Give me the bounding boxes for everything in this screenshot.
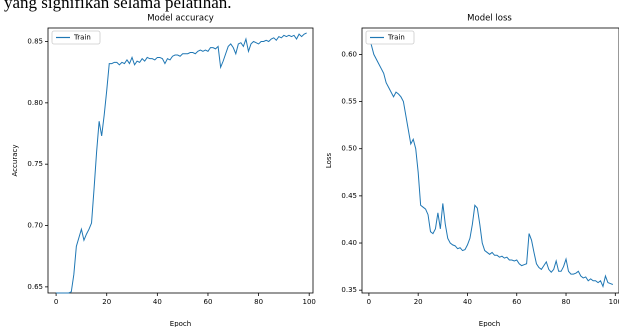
data-line: [368, 38, 614, 288]
x-tick-label: 80: [254, 298, 263, 306]
chart-title: Model accuracy: [147, 14, 214, 24]
y-tick-label: 0.35: [341, 286, 357, 294]
x-tick-label: 20: [102, 298, 111, 306]
body-text: yang signifikan selama pelatihan.: [4, 0, 232, 12]
y-axis-label: Loss: [325, 152, 333, 168]
y-tick-label: 0.75: [27, 160, 43, 168]
x-axis-label: Epoch: [479, 320, 500, 327]
x-tick-label: 0: [54, 298, 58, 306]
plot-frame: [361, 27, 619, 294]
y-tick-label: 0.55: [341, 98, 357, 106]
y-tick-label: 0.45: [341, 192, 357, 200]
legend-box: [365, 30, 415, 45]
y-tick-label: 0.85: [27, 37, 43, 45]
y-tick-label: 0.80: [27, 99, 43, 107]
y-axis-label: Accuracy: [11, 145, 19, 177]
x-tick-label: 80: [562, 298, 571, 306]
x-tick-label: 100: [609, 298, 619, 306]
x-tick-label: 60: [204, 298, 213, 306]
x-tick-label: 0: [367, 298, 371, 306]
x-tick-label: 60: [512, 298, 521, 306]
x-axis-label: Epoch: [170, 320, 191, 327]
legend-label: Train: [387, 34, 405, 42]
chart-title: Model loss: [467, 14, 512, 24]
x-tick-label: 40: [153, 298, 162, 306]
y-tick-label: 0.70: [27, 222, 43, 230]
legend-box: [51, 30, 101, 45]
x-tick-label: 100: [303, 298, 316, 306]
plot-frame: [47, 27, 314, 294]
y-tick-label: 0.50: [341, 145, 357, 153]
y-tick-label: 0.65: [27, 283, 43, 291]
x-tick-label: 20: [414, 298, 423, 306]
y-tick-label: 0.60: [341, 50, 357, 58]
y-tick-label: 0.40: [341, 239, 357, 247]
legend-label: Train: [73, 34, 91, 42]
x-tick-label: 40: [463, 298, 472, 306]
data-line: [56, 32, 307, 294]
